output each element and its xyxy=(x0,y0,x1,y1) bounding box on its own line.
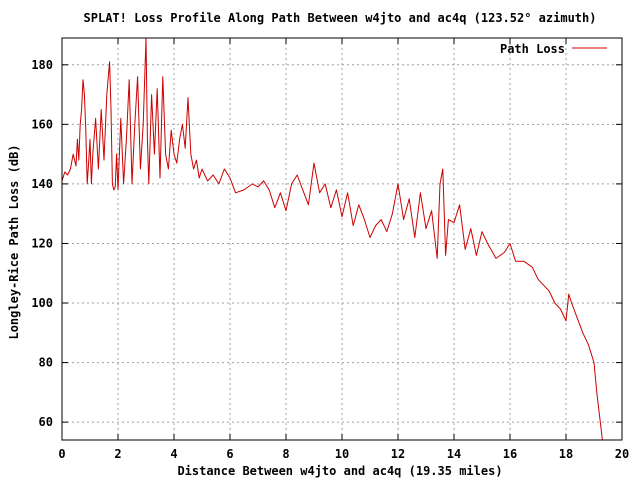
x-tick-label: 16 xyxy=(503,447,517,461)
legend-label: Path Loss xyxy=(500,42,565,56)
x-tick-label: 0 xyxy=(58,447,65,461)
y-tick-label: 160 xyxy=(31,117,53,131)
x-tick-label: 8 xyxy=(282,447,289,461)
x-axis-label: Distance Between w4jto and ac4q (19.35 m… xyxy=(177,464,502,478)
path-loss-line xyxy=(61,37,604,441)
chart-title: SPLAT! Loss Profile Along Path Between w… xyxy=(84,11,597,25)
x-tick-label: 2 xyxy=(114,447,121,461)
y-tick-label: 180 xyxy=(31,58,53,72)
x-tick-label: 14 xyxy=(447,447,461,461)
x-tick-label: 20 xyxy=(615,447,629,461)
y-tick-label: 100 xyxy=(31,296,53,310)
y-tick-label: 60 xyxy=(39,415,53,429)
x-tick-label: 6 xyxy=(226,447,233,461)
chart-series xyxy=(61,37,604,441)
x-tick-label: 10 xyxy=(335,447,349,461)
legend: Path Loss xyxy=(500,42,607,56)
x-tick-label: 12 xyxy=(391,447,405,461)
y-axis-label: Longley-Rice Path Loss (dB) xyxy=(7,144,21,339)
plot-area-frame xyxy=(61,37,623,441)
x-tick-label: 18 xyxy=(559,447,573,461)
chart-ticks: 0 2 4 6 8 10 12 14 16 18 20 60 80 100 120 140 160 180 xyxy=(31,38,629,461)
y-tick-label: 80 xyxy=(39,356,53,370)
y-tick-label: 140 xyxy=(31,177,53,191)
x-tick-label: 4 xyxy=(170,447,177,461)
chart-grid xyxy=(62,38,622,440)
y-tick-label: 120 xyxy=(31,236,53,250)
